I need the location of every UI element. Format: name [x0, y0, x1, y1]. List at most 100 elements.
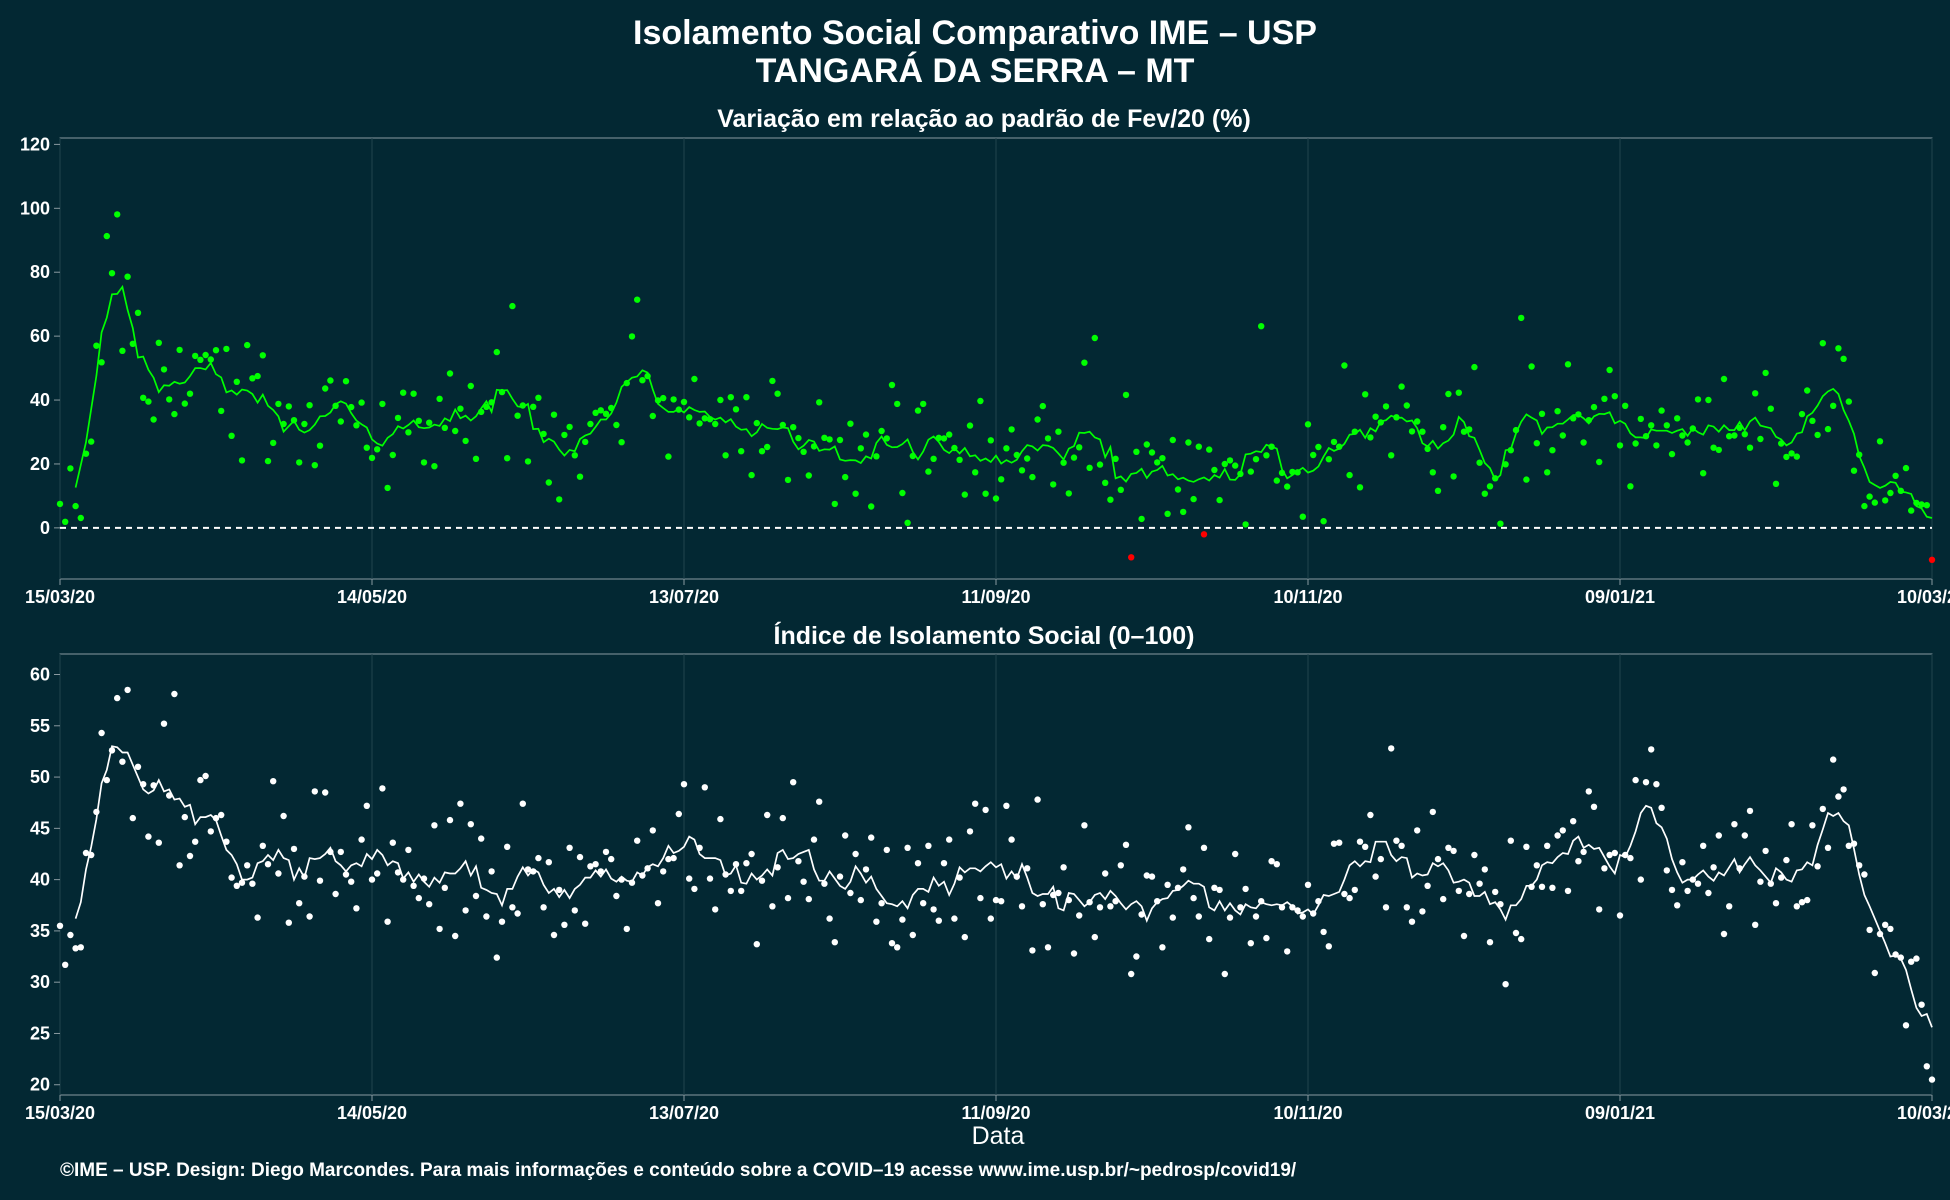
data-point [613, 892, 620, 900]
data-point [1065, 896, 1073, 904]
data-point [1824, 844, 1832, 851]
data-point [1554, 408, 1561, 415]
y-tick-label: 20 [30, 1075, 50, 1095]
data-point [171, 690, 178, 698]
data-point [1866, 926, 1873, 934]
data-point [1362, 391, 1369, 398]
data-point [1424, 445, 1431, 453]
data-point [1861, 871, 1868, 878]
data-point [665, 453, 672, 460]
data-point [348, 403, 355, 411]
data-point [1809, 417, 1816, 424]
data-point [462, 437, 469, 445]
data-point [1861, 502, 1868, 510]
data-point [1564, 361, 1572, 368]
data-point [1039, 901, 1047, 908]
data-point [1320, 518, 1327, 525]
data-point [790, 424, 797, 431]
data-point [1512, 426, 1520, 434]
data-point [1476, 880, 1483, 887]
data-point [738, 448, 745, 455]
data-point [743, 394, 750, 401]
data-point [212, 814, 220, 822]
data-point [238, 879, 246, 886]
data-point [498, 918, 506, 925]
data-point [1440, 424, 1447, 431]
data-point [1419, 908, 1426, 915]
data-point [1564, 887, 1572, 895]
data-point [238, 457, 246, 464]
y-tick-label: 35 [30, 921, 50, 941]
data-point [1715, 446, 1723, 454]
data-point [467, 382, 474, 390]
data-point [1694, 396, 1702, 403]
data-point [1273, 861, 1281, 868]
x-tick-label: 13/07/20 [649, 587, 719, 607]
data-point [301, 873, 308, 880]
data-point [1180, 866, 1187, 873]
data-point [93, 808, 100, 816]
data-point [1528, 883, 1535, 890]
data-point [1341, 890, 1348, 898]
data-point [478, 835, 485, 842]
data-point [634, 296, 641, 303]
data-point [1585, 788, 1593, 795]
data-point [1273, 477, 1281, 484]
data-point [701, 415, 708, 422]
data-point [1928, 1076, 1936, 1083]
data-point [691, 375, 698, 383]
y-tick-label: 40 [30, 390, 50, 410]
data-point [1138, 515, 1145, 523]
data-point [1258, 323, 1265, 330]
data-point [1393, 837, 1400, 844]
data-point [530, 868, 537, 875]
data-point [774, 390, 781, 397]
data-point [1642, 433, 1650, 440]
data-point [1460, 932, 1468, 940]
data-point [1299, 913, 1307, 920]
data-point [514, 412, 521, 419]
data-point [467, 821, 474, 828]
data-point [1570, 415, 1577, 422]
data-point [1830, 756, 1837, 763]
data-point [98, 359, 105, 366]
data-point [904, 844, 911, 851]
data-point [810, 443, 818, 450]
data-point [706, 875, 714, 882]
data-point [1070, 454, 1078, 461]
data-point [1804, 387, 1811, 394]
data-point [1466, 890, 1473, 898]
data-point [623, 379, 630, 387]
data-point [1523, 843, 1530, 850]
data-point [727, 394, 734, 401]
data-point [732, 861, 740, 868]
data-point [722, 452, 729, 459]
data-point [1013, 451, 1020, 459]
data-point [1601, 395, 1608, 402]
data-point [114, 694, 121, 702]
data-point [790, 779, 797, 786]
data-point [753, 941, 760, 948]
data-point [254, 372, 261, 380]
data-point [103, 776, 111, 784]
data-point [1086, 464, 1093, 471]
data-point [1445, 390, 1452, 398]
data-point [1720, 375, 1728, 383]
data-point [1731, 432, 1738, 439]
data-point [400, 389, 407, 396]
data-point [160, 720, 168, 727]
data-point [821, 434, 828, 441]
data-point [1206, 446, 1213, 453]
data-point [1658, 407, 1665, 414]
data-point [1107, 496, 1114, 503]
data-point [738, 887, 745, 895]
data-point [1850, 840, 1858, 847]
data-point [140, 394, 147, 401]
data-point [571, 452, 578, 459]
data-point [1367, 811, 1374, 819]
data-point [608, 404, 615, 412]
data-point [1887, 489, 1894, 497]
data-point [1492, 475, 1499, 482]
data-point [1169, 914, 1177, 921]
